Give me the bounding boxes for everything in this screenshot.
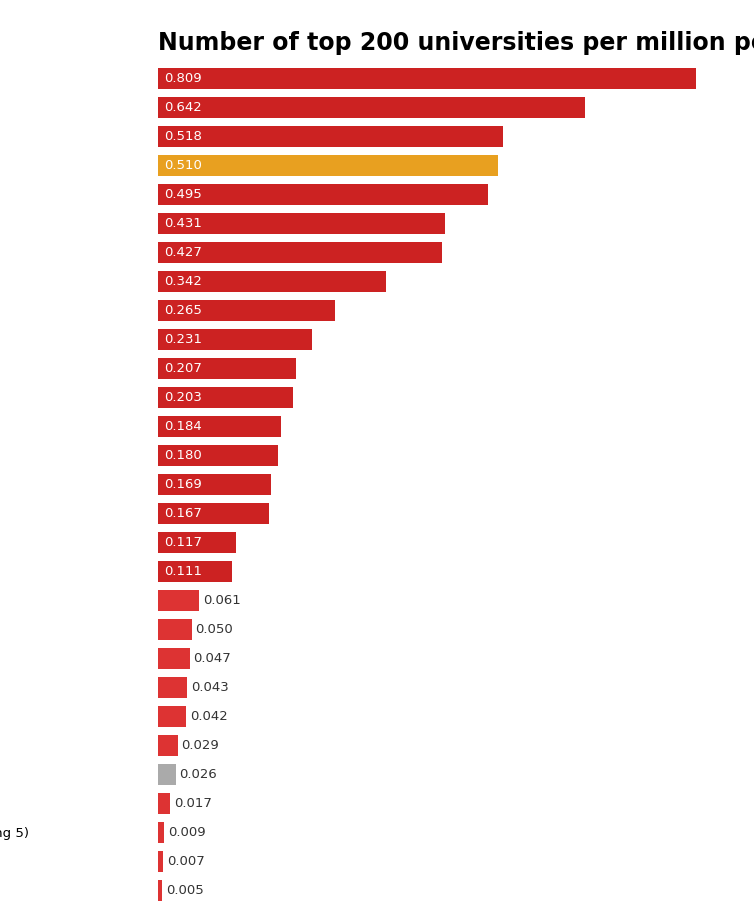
Bar	[158, 416, 280, 437]
Text: 0.047: 0.047	[194, 652, 231, 664]
Text: 0.007: 0.007	[167, 855, 205, 868]
Bar	[158, 242, 443, 263]
Text: 0.043: 0.043	[191, 681, 228, 694]
Bar	[158, 851, 163, 872]
Text: 0.009: 0.009	[168, 826, 206, 839]
Text: 0.642: 0.642	[164, 101, 201, 114]
Bar	[158, 590, 199, 611]
Text: 0.117: 0.117	[164, 536, 201, 549]
Text: 0.180: 0.180	[164, 449, 201, 462]
Text: 0.169: 0.169	[164, 478, 201, 491]
Text: 0.050: 0.050	[195, 623, 233, 636]
Text: 0.342: 0.342	[164, 275, 201, 288]
Bar	[158, 561, 232, 582]
Bar	[158, 445, 278, 466]
Text: 0.431: 0.431	[164, 217, 201, 230]
Bar	[158, 619, 192, 640]
Text: Number of top 200 universities per million population: Number of top 200 universities per milli…	[158, 31, 754, 55]
Bar	[158, 474, 271, 494]
Text: 0.427: 0.427	[164, 246, 201, 259]
Text: 0.518: 0.518	[164, 130, 201, 143]
Text: 0.231: 0.231	[164, 333, 201, 345]
Bar	[158, 677, 187, 697]
Text: 0.184: 0.184	[164, 420, 201, 433]
Text: 0.207: 0.207	[164, 362, 201, 375]
Bar	[158, 155, 498, 175]
Text: 0.017: 0.017	[173, 797, 212, 810]
Bar	[158, 822, 164, 843]
Bar	[158, 97, 585, 118]
Text: 0.005: 0.005	[166, 884, 204, 897]
Bar	[158, 213, 445, 234]
Bar	[158, 532, 236, 553]
Text: 0.510: 0.510	[164, 159, 201, 172]
Bar	[158, 68, 697, 89]
Text: 0.061: 0.061	[203, 594, 241, 607]
Text: 0.026: 0.026	[179, 768, 217, 781]
Bar	[158, 184, 488, 205]
Text: 0.111: 0.111	[164, 565, 201, 578]
Text: 0.265: 0.265	[164, 304, 201, 317]
Text: 0.029: 0.029	[182, 739, 219, 752]
Bar	[158, 126, 503, 147]
Bar	[158, 300, 335, 321]
Bar	[158, 735, 178, 756]
Bar	[158, 387, 293, 408]
Bar	[158, 329, 312, 350]
Bar	[158, 271, 386, 292]
Text: 0.495: 0.495	[164, 188, 201, 201]
Text: 0.042: 0.042	[190, 710, 228, 723]
Text: 0.809: 0.809	[164, 72, 201, 85]
Bar	[158, 764, 176, 785]
Text: 0.203: 0.203	[164, 391, 201, 404]
Bar	[158, 706, 186, 727]
Bar	[158, 793, 170, 813]
Bar	[158, 503, 269, 524]
Bar	[158, 880, 161, 901]
Bar	[158, 358, 296, 379]
Bar	[158, 648, 189, 669]
Text: 0.167: 0.167	[164, 507, 201, 520]
